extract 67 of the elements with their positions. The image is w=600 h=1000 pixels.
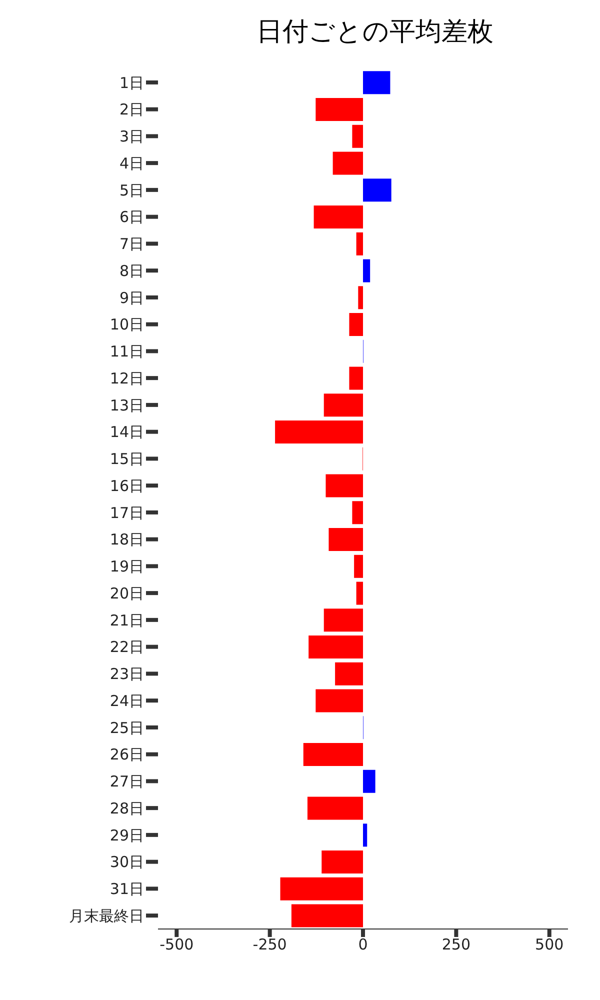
y-tick-label: 24日 [110, 692, 144, 710]
y-tick-label: 8日 [119, 262, 144, 280]
bar [314, 206, 363, 229]
bar [363, 259, 370, 282]
bar [324, 394, 363, 417]
bar [316, 98, 363, 122]
bar [275, 420, 363, 444]
bar [349, 313, 363, 336]
bar [324, 608, 363, 632]
bar [326, 474, 363, 498]
bar [352, 501, 363, 524]
bar [354, 554, 363, 578]
y-tick-label: 19日 [110, 558, 144, 576]
y-tick-label: 月末最終日 [69, 906, 144, 925]
x-tick-label: 0 [358, 936, 368, 954]
y-tick-label: 1日 [119, 74, 144, 92]
y-tick-label: 22日 [110, 638, 144, 656]
y-tick-label: 25日 [110, 718, 144, 737]
bar [358, 286, 363, 310]
y-tick-label: 27日 [110, 772, 144, 791]
y-tick-label: 31日 [110, 880, 144, 898]
x-tick-label: 500 [535, 936, 564, 954]
bar [356, 582, 363, 605]
y-tick-label: 16日 [110, 476, 144, 495]
x-tick-label: -500 [160, 936, 194, 954]
bar [363, 770, 376, 793]
bar [352, 124, 363, 148]
y-tick-label: 11日 [110, 342, 144, 361]
y-tick-label: 29日 [110, 826, 144, 844]
bar [322, 850, 363, 874]
y-tick-label: 9日 [119, 288, 144, 307]
bar [363, 71, 390, 94]
y-tick-label: 28日 [110, 799, 144, 818]
bar [280, 877, 363, 900]
y-tick-label: 13日 [110, 396, 144, 414]
y-tick-label: 2日 [119, 100, 144, 119]
bar [328, 528, 363, 552]
y-tick-label: 21日 [110, 611, 144, 630]
bar [335, 662, 363, 686]
y-tick-label: 7日 [119, 235, 144, 254]
bar [303, 743, 363, 766]
x-tick-label: 250 [442, 936, 470, 954]
y-tick-label: 15日 [110, 450, 144, 468]
y-tick-label: 4日 [119, 154, 144, 172]
bar [349, 366, 363, 390]
y-tick-label: 20日 [110, 584, 144, 602]
y-tick-label: 3日 [119, 128, 144, 146]
y-tick-label: 17日 [110, 504, 144, 522]
bar [332, 152, 363, 175]
bar [363, 824, 368, 847]
y-tick-label: 30日 [110, 853, 144, 872]
y-tick-label: 12日 [110, 369, 144, 388]
y-tick-label: 5日 [119, 181, 144, 200]
y-tick-label: 14日 [110, 423, 144, 442]
bar [316, 689, 363, 712]
bar [363, 178, 392, 202]
chart-title: 日付ごとの平均差枚 [256, 16, 494, 49]
y-tick-label: 26日 [110, 746, 144, 764]
bar [356, 232, 363, 256]
y-tick-label: 23日 [110, 665, 144, 684]
bar [308, 636, 363, 659]
y-tick-label: 18日 [110, 530, 144, 549]
bar [307, 796, 363, 820]
x-tick-label: -250 [252, 936, 287, 954]
y-tick-label: 6日 [119, 208, 144, 226]
y-tick-label: 10日 [110, 316, 144, 334]
bar [291, 904, 363, 928]
